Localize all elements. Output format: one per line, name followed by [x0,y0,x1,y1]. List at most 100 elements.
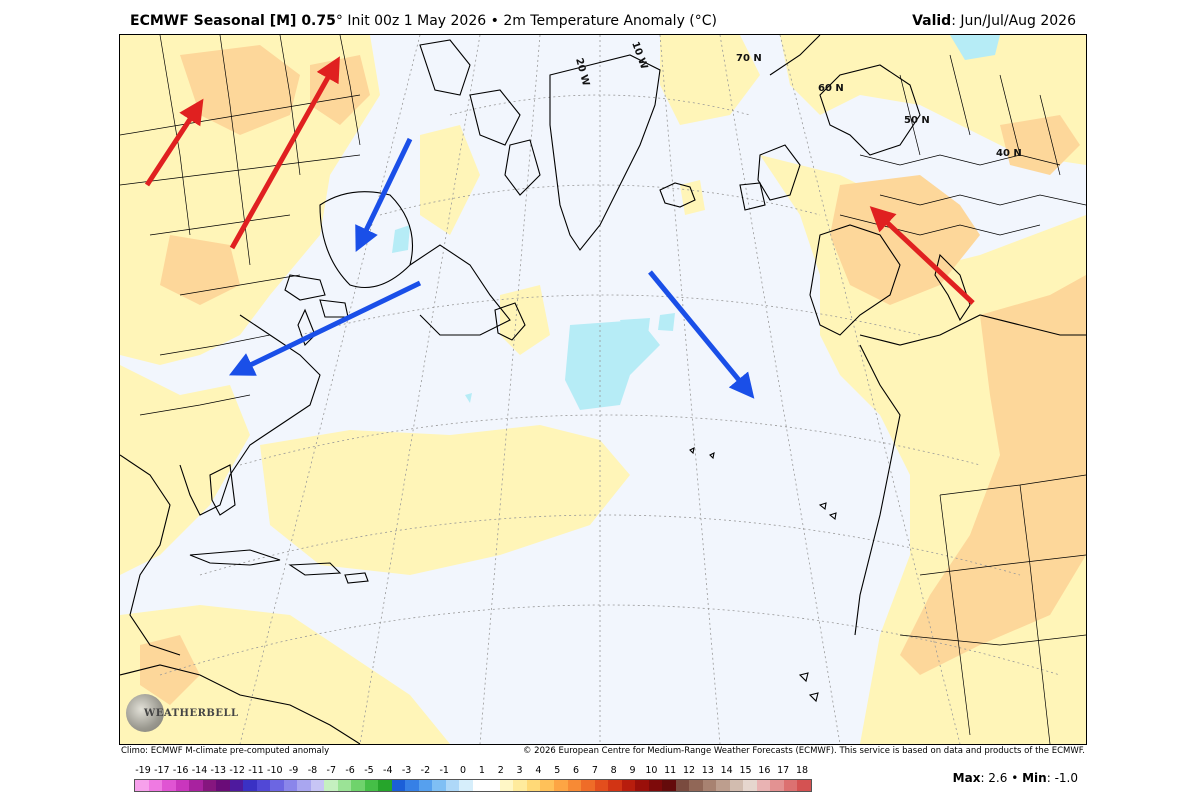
colorbar-swatch [202,780,217,791]
colorbar-tick-label: -14 [191,765,208,776]
colorbar-tick-label: -2 [420,765,431,776]
map-svg: 70 N 60 N 50 N 40 N 20 W 10 W [120,35,1086,744]
lat-label-50: 50 N [904,115,930,126]
colorbar-swatch [297,780,311,791]
colorbar-tick-label: 6 [573,765,580,776]
coastlines [120,35,1086,744]
colorbar-swatch [608,780,622,791]
colorbar-swatch [256,780,271,791]
max-min-stats: Max: 2.6 • Min: -1.0 [953,771,1078,785]
colorbar-tick-label: 7 [591,765,598,776]
colorbar-tick-label: -19 [135,765,151,776]
colorbar-swatch [405,780,419,791]
colorbar-swatch [310,780,325,791]
graticule [159,35,1061,744]
colorbar-tick-label: 13 [701,765,714,776]
colorbar-tick-label: -7 [326,765,337,776]
lat-label-70: 70 N [736,53,762,64]
arrow-blue-hudson-bay [355,137,413,253]
lat-label-60: 60 N [818,83,844,94]
variable-close: ) [711,13,718,29]
colorbar-swatch [162,780,176,791]
colorbar-tick-label: 5 [554,765,561,776]
title-bullet: • [490,13,499,29]
colorbar-swatch [621,780,636,791]
colorbar-tick-label: 17 [777,765,790,776]
colorbar-tick-label: 15 [739,765,752,776]
trend-arrows [144,56,975,399]
max-label: Max [952,771,981,785]
logo-swirl-icon [126,694,164,732]
colorbar-tick-label: -9 [288,765,299,776]
arrow-red-canada-central [229,56,340,250]
colorbar-swatch [351,780,365,791]
arrow-red-europe [869,206,975,305]
colorbar-tick-labels: -19 -17 -16 -14 -13 -12 -11 -10 -9 -8 -7 -6 -5 -4 -3 -2… [134,765,812,778]
colorbar-tick-label: 2 [497,765,504,776]
lon-label-20w: 20 W [573,57,591,87]
weatherbell-logo: WEATHERBELL [124,692,238,734]
colorbar-swatch [243,780,257,791]
colorbar-swatch [662,780,676,791]
anomaly-map: 70 N 60 N 50 N 40 N 20 W 10 W WEATHERBEL… [119,34,1087,745]
colorbar-tick-label: -11 [248,765,264,776]
colorbar-swatch [743,780,757,791]
model-name: ECMWF Seasonal [M] 0.75 [130,13,336,29]
colorbar-swatch [770,780,784,791]
colorbar-tick-label: 16 [758,765,771,776]
colorbar-swatch [189,780,203,791]
colorbar-tick-label: 1 [478,765,485,776]
colorbar-tick-label: -5 [364,765,374,776]
colorbar-tick-label: 4 [535,765,542,776]
colorbar-swatch [364,780,379,791]
max-value: : 2.6 [980,771,1008,785]
colorbar-swatch [689,780,703,791]
colorbar-swatch [797,780,811,791]
valid-label: Valid [912,13,952,29]
variable-name: 2m Temperature Anomaly ( [503,13,695,29]
colorbar-tick-label: -4 [383,765,393,776]
colorbar-swatch [391,780,406,791]
colorbar-swatch [567,780,582,791]
min-value: : -1.0 [1046,771,1078,785]
colorbar-tick-label: 3 [516,765,523,776]
colorbar-swatch [594,780,609,791]
init-time: Init 00z 1 May 2026 [347,13,487,29]
colorbar-tick-label: -8 [307,765,318,776]
colorbar-swatch [648,780,663,791]
stats-separator: • [1007,771,1023,785]
arrow-red-canada-west [144,98,204,187]
colorbar-swatch [148,780,163,791]
colorbar-tick-label: -12 [229,765,245,776]
arrow-blue-north-atlantic [648,270,755,399]
unit: °C [694,13,712,29]
colorbar-tick-label: -6 [345,765,355,776]
colorbar-tick-label: -13 [210,765,227,776]
colorbar-swatch [459,780,473,791]
colorbar-legend: -19 -17 -16 -14 -13 -12 -11 -10 -9 -8 -7 -6 -5 -4 -3 -2… [134,765,812,793]
colorbar-tick-label: 18 [795,765,809,776]
colorbar-tick-label: -17 [154,765,170,776]
colorbar-swatch [526,780,541,791]
degree-sign: ° [335,13,343,29]
colorbar-swatch [499,780,514,791]
colorbar-swatches [134,779,812,792]
colorbar-swatch [216,780,230,791]
colorbar-swatch [283,780,298,791]
arrow-blue-us-east [228,280,422,376]
colorbar-swatch [175,780,190,791]
valid-period: Valid: Jun/Jul/Aug 2026 [912,13,1076,29]
valid-value: : Jun/Jul/Aug 2026 [951,13,1076,29]
colorbar-tick-label: -3 [401,765,412,776]
colorbar-swatch [635,780,649,791]
colorbar-tick-label: -10 [267,765,283,776]
colorbar-swatch [432,780,446,791]
colorbar-swatch [270,780,284,791]
lat-label-40: 40 N [996,148,1022,159]
colorbar-swatch [418,780,433,791]
colorbar-tick-label: 0 [460,765,467,776]
copyright-note: © 2026 European Centre for Medium-Range … [522,746,1085,756]
colorbar-swatch [472,780,487,791]
colorbar-swatch [135,780,149,791]
colorbar-tick-label: -16 [172,765,189,776]
